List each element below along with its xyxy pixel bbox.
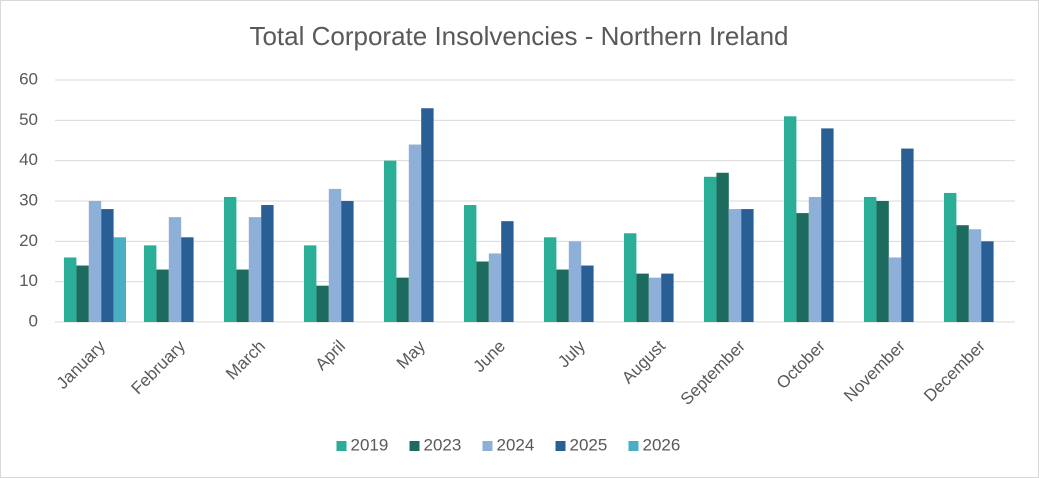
bar	[236, 269, 249, 322]
y-tick-label: 40	[19, 150, 38, 169]
bar	[168, 217, 182, 322]
legend-swatch	[409, 441, 420, 451]
bar	[88, 201, 102, 322]
y-tick-label: 60	[19, 69, 38, 88]
bar	[741, 209, 754, 322]
bar	[864, 196, 877, 322]
bar	[704, 176, 717, 322]
bar	[796, 213, 809, 322]
bar	[261, 205, 274, 322]
bar	[568, 241, 582, 322]
bar	[544, 237, 557, 322]
legend-label: 2025	[570, 435, 608, 454]
bar	[316, 285, 329, 322]
y-tick-label: 20	[19, 231, 38, 250]
legend-swatch	[628, 441, 639, 451]
bar	[488, 253, 502, 322]
bar	[981, 241, 994, 322]
bar	[661, 273, 674, 322]
bar	[328, 188, 342, 322]
bar	[181, 237, 194, 322]
bar	[956, 225, 969, 322]
bar	[821, 128, 834, 322]
y-tick-label: 10	[19, 271, 38, 290]
bar	[808, 196, 822, 322]
bar	[784, 116, 797, 322]
legend-swatch	[555, 441, 566, 451]
bar	[421, 108, 434, 322]
bar	[341, 201, 354, 322]
bar	[648, 277, 662, 322]
y-tick-label: 50	[19, 110, 38, 129]
bar	[876, 201, 889, 322]
bar	[113, 237, 126, 322]
legend-label: 2019	[351, 435, 389, 454]
bar	[901, 148, 914, 322]
bar	[944, 192, 957, 322]
y-tick-label: 0	[29, 311, 38, 330]
legend-swatch	[336, 441, 347, 451]
bar	[408, 144, 422, 322]
chart-title: Total Corporate Insolvencies - Northern …	[249, 21, 788, 51]
legend-swatch	[482, 441, 493, 451]
bar	[304, 245, 317, 322]
bar	[556, 269, 569, 322]
bar	[624, 233, 637, 322]
bar	[144, 245, 157, 322]
bar	[156, 269, 169, 322]
y-tick-label: 30	[19, 190, 38, 209]
bar	[968, 229, 982, 322]
legend-label: 2024	[497, 435, 535, 454]
bar	[76, 265, 89, 322]
legend-label: 2023	[424, 435, 462, 454]
bar	[384, 160, 397, 322]
bar	[581, 265, 594, 322]
bar	[464, 205, 477, 322]
bar	[396, 277, 409, 322]
bar	[636, 273, 649, 322]
bar	[888, 257, 902, 322]
bar	[501, 221, 514, 322]
bar	[224, 196, 237, 322]
legend-label: 2026	[643, 435, 681, 454]
bar	[64, 257, 77, 322]
bar	[716, 172, 729, 322]
bar	[101, 209, 114, 322]
bar	[248, 217, 262, 322]
bar	[476, 261, 489, 322]
bar	[728, 209, 742, 322]
